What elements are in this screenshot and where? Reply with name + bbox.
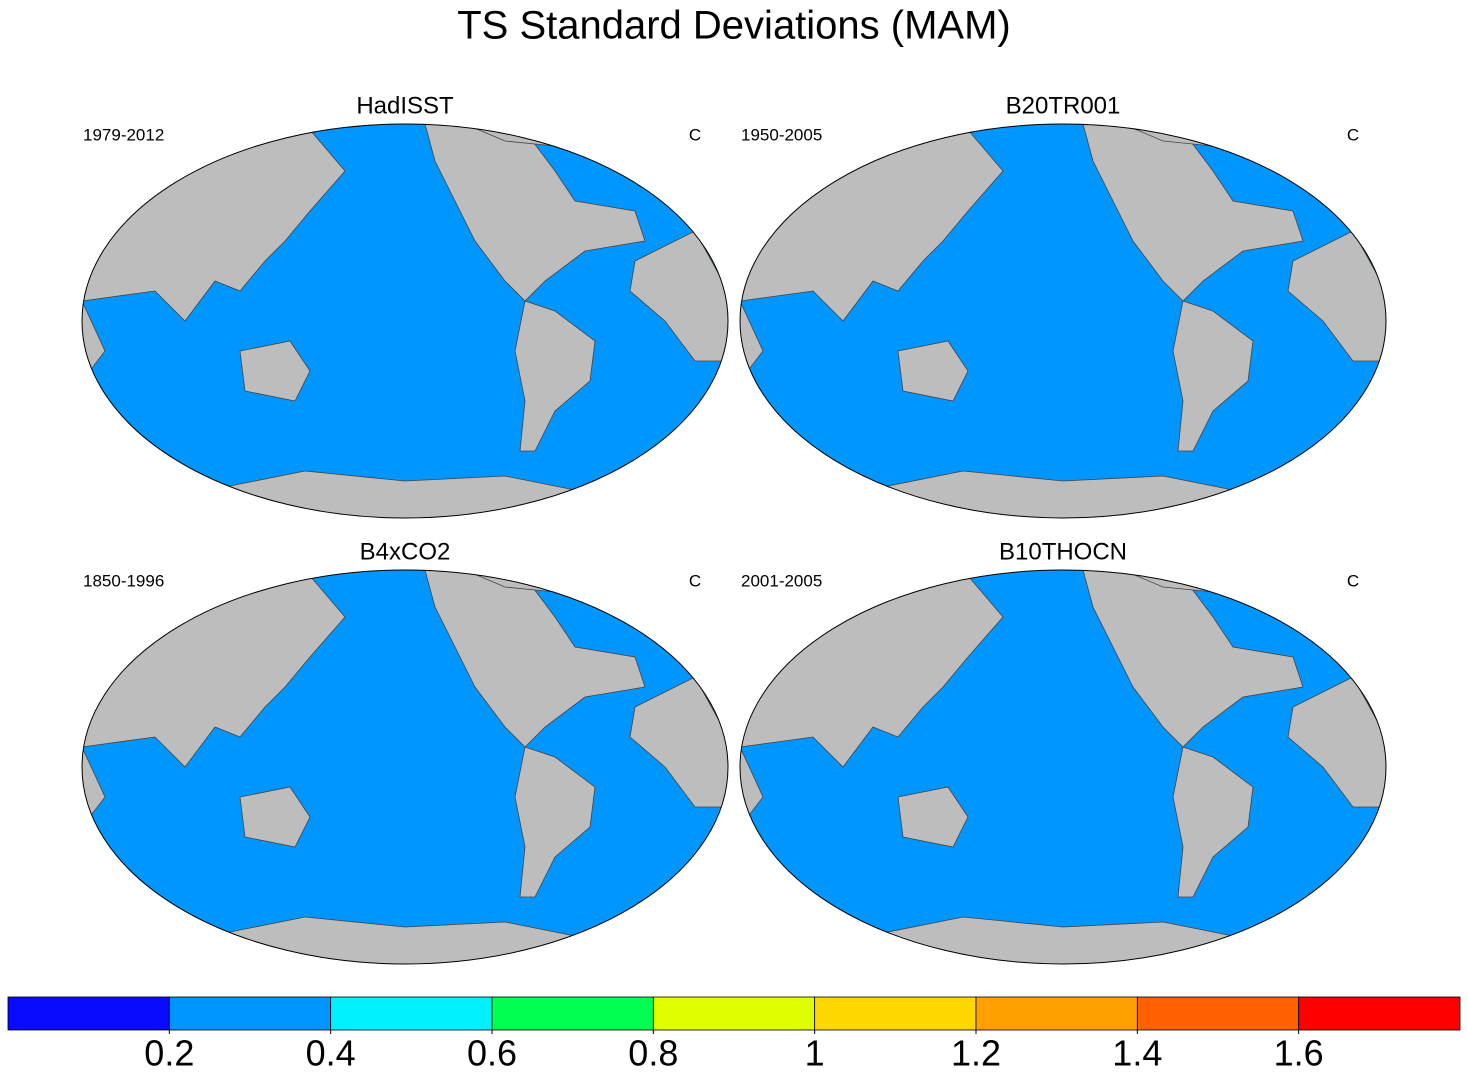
panel-title: B20TR001: [1006, 92, 1121, 119]
colorbar-box: [1298, 996, 1461, 1031]
colorbar-label: 0.2: [144, 1033, 194, 1074]
colorbar-box: [491, 996, 654, 1031]
map-panel: [81, 123, 729, 519]
figure-title: TS Standard Deviations (MAM): [457, 4, 1011, 48]
colorbar-label: 0.8: [628, 1033, 678, 1074]
colorbar-box: [330, 996, 493, 1031]
colorbar-label: 0.4: [306, 1033, 356, 1074]
colorbar-label: 1.6: [1274, 1033, 1324, 1074]
map-panel: [81, 569, 729, 965]
colorbar-box: [975, 996, 1138, 1031]
panel-period: 2001-2005: [741, 571, 822, 590]
map-panel: [739, 569, 1387, 965]
colorbar-label: 0.6: [467, 1033, 517, 1074]
panel-units: C: [689, 125, 701, 144]
colorbar-label: 1.2: [951, 1033, 1001, 1074]
map-panel: [739, 123, 1387, 519]
panel-title: B10THOCN: [999, 538, 1127, 565]
map-border: [81, 123, 729, 519]
map-border: [739, 123, 1387, 519]
colorbar-box: [7, 996, 170, 1031]
colorbar-label: 1.4: [1112, 1033, 1162, 1074]
panel-units: C: [689, 571, 701, 590]
panel-period: 1979-2012: [83, 125, 164, 144]
panel-title: B4xCO2: [360, 538, 451, 565]
colorbar-box: [652, 996, 816, 1031]
panel-period: 1850-1996: [83, 571, 164, 590]
map-border: [81, 569, 729, 965]
colorbar-label: 1: [805, 1033, 825, 1074]
map-border: [739, 569, 1387, 965]
panel-title: HadISST: [356, 92, 454, 119]
panel-units: C: [1347, 571, 1359, 590]
colorbar-box: [814, 996, 977, 1031]
colorbar-box: [168, 996, 332, 1031]
panel-units: C: [1347, 125, 1359, 144]
colorbar-box: [1136, 996, 1300, 1031]
panel-period: 1950-2005: [741, 125, 822, 144]
